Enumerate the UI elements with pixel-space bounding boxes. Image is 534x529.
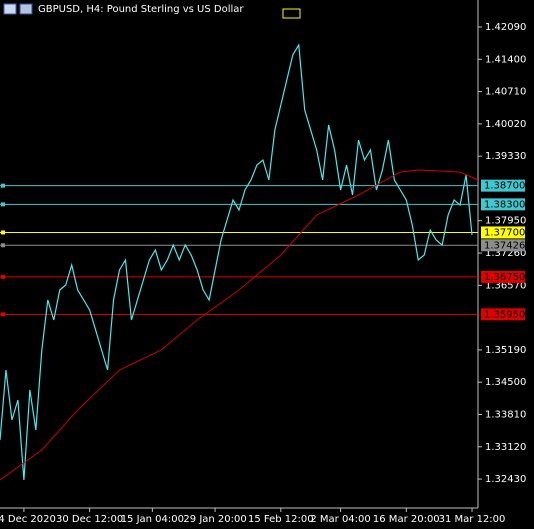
- y-tick-label: 1.37950: [485, 216, 526, 227]
- flag-icon: [19, 3, 33, 15]
- level-label: 1.35950: [484, 309, 525, 320]
- x-tick-label: 29 Jan 20:00: [183, 514, 246, 525]
- y-tick-label: 1.39330: [485, 151, 526, 162]
- y-tick-label: 1.33810: [485, 409, 526, 420]
- x-tick-label: 31 Mar 12:00: [439, 514, 506, 525]
- high-marker: [282, 8, 301, 19]
- level-handle: [1, 202, 5, 207]
- y-tick-label: 1.42090: [485, 22, 526, 33]
- level-handle: [1, 243, 5, 248]
- x-tick-label: 15 Feb 12:00: [248, 514, 314, 525]
- price-line: [0, 43, 473, 481]
- level-label-box: [481, 308, 525, 321]
- y-tick-label: 1.40710: [485, 87, 526, 98]
- level-label-box: [481, 226, 525, 239]
- y-tick-label: 1.32430: [485, 474, 526, 485]
- level-label: 1.37426: [484, 240, 525, 251]
- x-tick-label: 16 Mar 20:00: [373, 514, 440, 525]
- y-tick-label: 1.34500: [485, 377, 526, 388]
- level-handle: [1, 183, 5, 188]
- level-label: 1.38300: [484, 199, 525, 210]
- level-label-box: [481, 198, 525, 211]
- y-tick-label: 1.41400: [485, 54, 526, 65]
- chart-title: GBPUSD, H4: Pound Sterling vs US Dollar: [38, 4, 244, 15]
- level-handle: [1, 312, 5, 317]
- y-tick-label: 1.36570: [485, 280, 526, 291]
- x-tick-label: 2 Mar 04:00: [310, 514, 370, 525]
- level-handle: [1, 274, 5, 279]
- flag-icon: [3, 3, 17, 15]
- level-label-box: [481, 270, 525, 283]
- level-label: 1.37700: [484, 227, 525, 238]
- level-label: 1.38700: [484, 181, 525, 192]
- level-label-box: [481, 239, 525, 252]
- x-tick-label: 30 Dec 12:00: [56, 514, 123, 525]
- level-label-box: [481, 179, 525, 192]
- price-line: [0, 169, 479, 481]
- y-tick-label: 1.35190: [485, 345, 526, 356]
- level-handle: [1, 230, 5, 235]
- level-label: 1.36750: [484, 272, 525, 283]
- x-tick-label: 15 Jan 04:00: [121, 514, 184, 525]
- x-tick-label: 14 Dec 2020: [0, 514, 56, 525]
- y-tick-label: 1.40020: [485, 119, 526, 130]
- y-tick-label: 1.37260: [485, 248, 526, 259]
- y-tick-label: 1.33120: [485, 442, 526, 453]
